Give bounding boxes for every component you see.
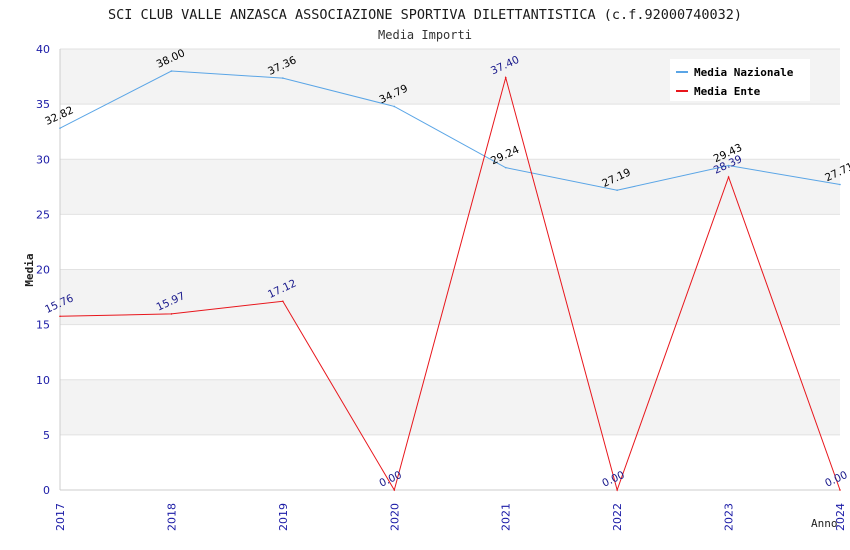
- grid-band: [60, 379, 840, 435]
- y-tick-label: 20: [36, 264, 50, 277]
- data-label: 0.00: [600, 469, 626, 490]
- x-tick-label: 2019: [277, 503, 290, 531]
- legend-items: Media Nazionale Media Ente: [676, 66, 794, 98]
- y-tick-labels: 0 5 10 15 20 25 30 35 40: [36, 43, 50, 497]
- data-point: [59, 315, 61, 318]
- y-tick-label: 30: [36, 153, 50, 166]
- y-tick-label: 5: [43, 429, 50, 442]
- y-tick-label: 15: [36, 319, 50, 332]
- y-tick-label: 25: [36, 208, 50, 221]
- data-point: [504, 76, 507, 79]
- series-layer: [59, 70, 841, 492]
- grid-bands: [60, 49, 840, 435]
- x-tick-label: 2018: [165, 503, 178, 531]
- y-tick-label: 35: [36, 98, 50, 111]
- data-label: 0.00: [377, 469, 403, 490]
- data-point: [839, 489, 841, 491]
- chart-subtitle: Media Importi: [378, 28, 472, 42]
- data-point: [170, 313, 173, 315]
- y-tick-label: 10: [36, 374, 50, 387]
- y-axis-label: Media: [23, 253, 36, 286]
- x-tick-label: 2024: [834, 503, 847, 531]
- x-tick-label: 2017: [54, 503, 67, 531]
- data-point: [839, 183, 841, 186]
- data-point: [616, 189, 618, 192]
- series-line-1: [59, 70, 841, 191]
- legend-label: Media Nazionale: [694, 66, 794, 79]
- data-point: [59, 127, 61, 129]
- chart-title: SCI CLUB VALLE ANZASCA ASSOCIAZIONE SPOR…: [108, 7, 742, 23]
- x-tick-labels: 2017 2018 2019 2020 2021 2022 2023 2024: [54, 503, 847, 531]
- data-point: [393, 105, 396, 108]
- data-point: [727, 164, 730, 167]
- grid-band: [60, 269, 840, 325]
- data-point: [616, 489, 618, 491]
- data-label: 0.00: [823, 469, 849, 490]
- x-tick-label: 2022: [611, 503, 624, 531]
- data-point: [170, 70, 173, 72]
- x-tick-label: 2020: [388, 503, 401, 531]
- y-tick-label: 0: [43, 484, 50, 497]
- legend: Media Nazionale Media Ente: [670, 59, 810, 101]
- grid-band: [60, 159, 840, 215]
- y-tick-label: 40: [36, 43, 50, 56]
- data-point: [504, 166, 507, 169]
- x-axis-label: Anno: [811, 517, 838, 530]
- legend-label: Media Ente: [694, 85, 761, 98]
- data-point: [393, 489, 396, 491]
- legend-box: [670, 59, 810, 101]
- series-line-2: [59, 75, 841, 492]
- x-tick-label: 2023: [723, 503, 736, 531]
- data-point: [727, 176, 730, 178]
- data-point: [282, 77, 284, 79]
- data-point: [282, 300, 284, 303]
- x-tick-label: 2021: [500, 503, 513, 531]
